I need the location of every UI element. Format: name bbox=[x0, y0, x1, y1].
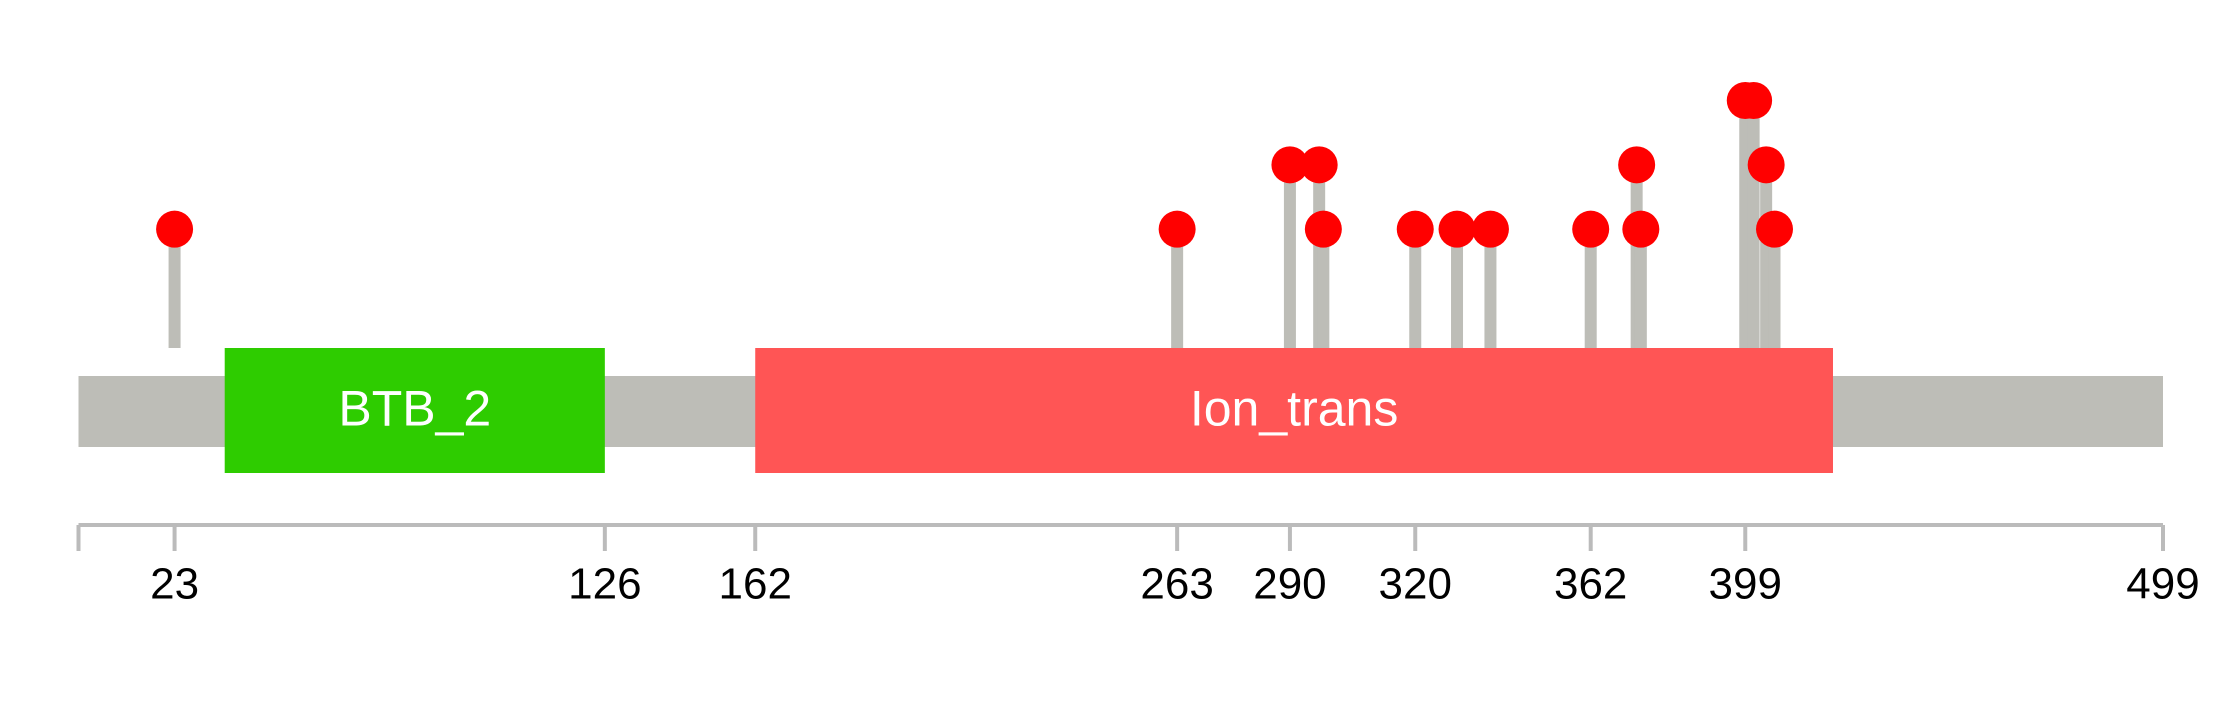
mutation-head bbox=[1756, 210, 1794, 248]
x-tick-label: 263 bbox=[1140, 560, 1213, 609]
x-tick-label: 399 bbox=[1709, 560, 1782, 609]
mutation-head bbox=[1618, 146, 1656, 184]
mutation-head bbox=[1438, 210, 1476, 248]
domain-label: BTB_2 bbox=[338, 381, 491, 437]
mutation-head bbox=[1622, 210, 1660, 248]
mutation-head bbox=[1271, 146, 1309, 184]
domain bbox=[224, 348, 605, 473]
domain-label: Ion_trans bbox=[1190, 381, 1398, 437]
mutation-head bbox=[1300, 146, 1338, 184]
mutation-head bbox=[1747, 146, 1785, 184]
x-tick-label: 23 bbox=[150, 560, 199, 609]
x-tick-label: 499 bbox=[2126, 560, 2199, 609]
mutation-head bbox=[156, 210, 194, 248]
domain bbox=[755, 348, 1833, 473]
x-tick-label: 320 bbox=[1379, 560, 1452, 609]
mutation-head bbox=[1572, 210, 1610, 248]
mutation-head bbox=[1158, 210, 1196, 248]
mutation-head bbox=[1471, 210, 1509, 248]
x-tick-label: 290 bbox=[1253, 560, 1326, 609]
x-tick-label: 126 bbox=[568, 560, 641, 609]
x-tick-label: 362 bbox=[1554, 560, 1627, 609]
mutation-head bbox=[1396, 210, 1434, 248]
mutation-head bbox=[1735, 82, 1773, 119]
x-tick-label: 162 bbox=[719, 560, 792, 609]
mutation-head bbox=[1304, 210, 1342, 248]
